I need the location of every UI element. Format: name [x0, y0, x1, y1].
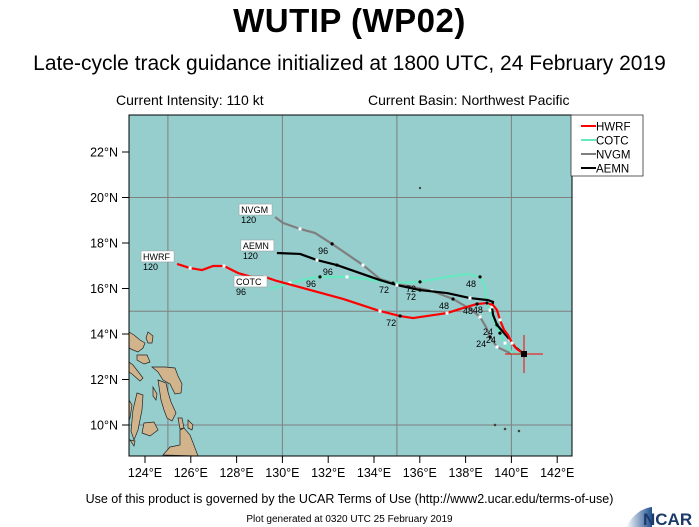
track-point — [468, 296, 472, 300]
model-name-label: HWRF — [143, 252, 170, 262]
y-tick-label: 22°N — [90, 146, 118, 160]
model-name-box — [140, 250, 175, 263]
ncar-logo: NCAR — [626, 507, 692, 527]
forecast-hour-label: 72 — [406, 292, 416, 302]
track-point — [298, 227, 302, 231]
forecast-hour-dot — [451, 297, 455, 301]
plot-frame — [128, 114, 573, 457]
forecast-hour-dot — [488, 335, 492, 339]
track-point — [503, 341, 507, 345]
forecast-hour-dot — [495, 323, 499, 327]
x-tick-label: 128°E — [219, 466, 253, 480]
forecast-hour-label: 96 — [318, 246, 328, 256]
forecast-hour-dot — [418, 280, 422, 284]
legend-label-cotc: COTC — [596, 136, 629, 148]
track-point — [188, 266, 192, 270]
track-point — [361, 263, 365, 267]
forecast-hour-label: 24 — [483, 327, 493, 337]
model-name-label: COTC — [236, 277, 262, 287]
model-name-box — [238, 203, 273, 216]
x-tick-label: 134°E — [357, 466, 391, 480]
y-tick-label: 20°N — [90, 191, 118, 205]
model-end-hour-label: 120 — [143, 262, 158, 272]
model-name-box — [240, 239, 275, 252]
legend-label-hwrf: HWRF — [596, 122, 631, 134]
forecast-hour-label: 72 — [386, 318, 396, 328]
model-end-hour-label: 96 — [236, 287, 246, 297]
y-tick-label: 18°N — [90, 237, 118, 251]
track-point — [315, 258, 319, 262]
forecast-hour-dot — [398, 314, 402, 318]
terms-of-use: Use of this product is governed by the U… — [85, 492, 614, 506]
forecast-hour-label: 48 — [463, 306, 473, 316]
forecast-hour-label: 96 — [306, 279, 316, 289]
forecast-hour-dot — [418, 288, 422, 292]
x-tick-label: 136°E — [403, 466, 437, 480]
track-point — [478, 315, 482, 319]
forecast-hour-label: 96 — [323, 267, 333, 277]
forecast-hour-label: 24 — [476, 339, 486, 349]
model-name-label: AEMN — [243, 241, 269, 251]
forecast-hour-label: 72 — [379, 285, 389, 295]
track-point — [445, 311, 449, 315]
forecast-hour-dot — [475, 302, 479, 306]
track-point — [495, 345, 499, 349]
track-point — [288, 281, 292, 285]
figure-subtitle: Late-cycle track guidance initialized at… — [33, 52, 666, 75]
forecast-hour-label: 24 — [486, 335, 496, 345]
track-point — [488, 308, 492, 312]
x-tick-label: 130°E — [265, 466, 299, 480]
track-point — [510, 341, 514, 345]
y-tick-label: 14°N — [90, 328, 118, 342]
x-tick-label: 140°E — [494, 466, 528, 480]
track-point — [498, 318, 502, 322]
track-point — [345, 275, 349, 279]
x-tick-label: 138°E — [448, 466, 482, 480]
forecast-hour-dot — [478, 275, 482, 279]
current-intensity: Current Intensity: 110 kt — [116, 92, 264, 108]
forecast-hour-dot — [485, 301, 489, 305]
legend: HWRF COTC NVGM AEMN — [570, 114, 644, 177]
axes: 124°E 126°E 128°E 130°E 132°E 134°E 136°E 138°E… — [90, 146, 574, 481]
forecast-hour-dot — [391, 281, 395, 285]
forecast-hour-dot — [335, 263, 339, 267]
forecast-hour-dot — [330, 242, 334, 246]
legend-label-nvgm: NVGM — [596, 150, 631, 162]
model-name-box — [233, 275, 268, 288]
y-tick-label: 16°N — [90, 282, 118, 296]
forecast-hour-label: 48 — [439, 301, 449, 311]
ocean-background — [129, 115, 572, 456]
forecast-hour-dot — [498, 331, 502, 335]
forecast-hour-dot — [318, 275, 322, 279]
model-end-hour-label: 120 — [243, 251, 258, 261]
current-basin: Current Basin: Northwest Pacific — [368, 92, 570, 108]
track-point — [395, 283, 399, 287]
plot-generated-time: Plot generated at 0320 UTC 25 February 2… — [246, 514, 453, 525]
x-tick-label: 132°E — [311, 466, 345, 480]
forecast-hour-label: 72 — [406, 284, 416, 294]
current-position-marker — [504, 335, 543, 374]
forecast-hour-label: 48 — [466, 279, 476, 289]
forecast-hour-label: 48 — [473, 305, 483, 315]
land-philippines — [129, 186, 521, 456]
x-tick-label: 126°E — [174, 466, 208, 480]
legend-label-aemn: AEMN — [596, 164, 629, 176]
y-tick-label: 10°N — [90, 419, 118, 433]
track-point — [490, 305, 494, 309]
current-position-square — [520, 351, 527, 358]
svg-text:NCAR: NCAR — [643, 510, 692, 527]
model-end-hour-label: 120 — [241, 215, 256, 225]
track-point — [378, 309, 382, 313]
x-tick-label: 142°E — [540, 466, 574, 480]
track-point — [222, 264, 226, 268]
y-tick-label: 12°N — [90, 373, 118, 387]
model-name-label: NVGM — [241, 205, 268, 215]
x-tick-label: 124°E — [128, 466, 162, 480]
storm-title: WUTIP (WP02) — [233, 2, 466, 39]
legend-box — [570, 114, 644, 177]
